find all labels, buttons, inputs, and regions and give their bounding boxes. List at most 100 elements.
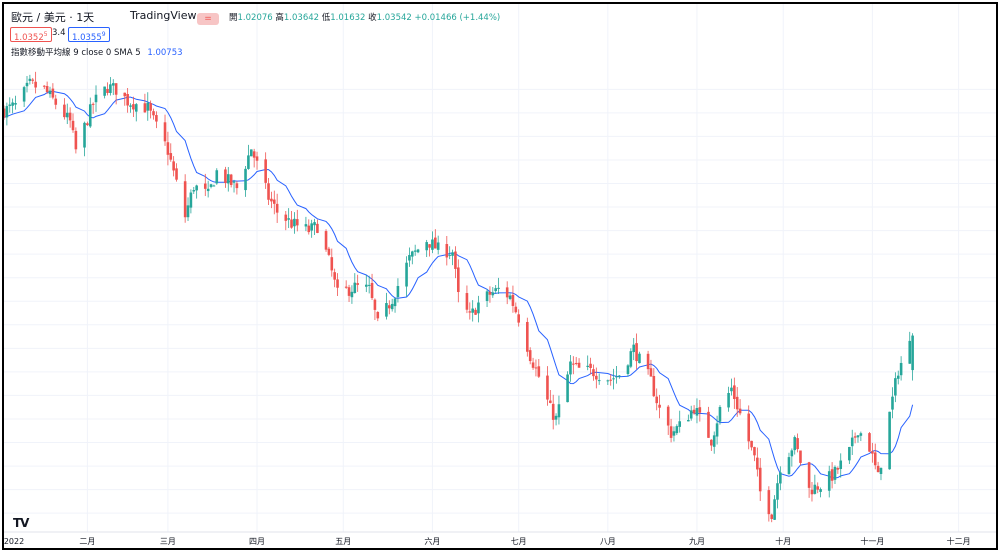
candle-down[interactable] [505, 281, 509, 305]
candle-down[interactable] [468, 302, 472, 320]
candle-up[interactable] [28, 74, 32, 85]
candle-up[interactable] [232, 179, 236, 193]
candle-up[interactable] [451, 249, 454, 266]
candle-down[interactable] [609, 374, 613, 386]
candle-down[interactable] [750, 440, 753, 451]
candle-up[interactable] [310, 219, 313, 238]
candle-down[interactable] [666, 404, 670, 435]
candle-down[interactable] [799, 450, 802, 466]
candle-up[interactable] [146, 92, 150, 121]
candle-up[interactable] [597, 373, 601, 385]
candle-up[interactable] [850, 429, 854, 455]
candle-up[interactable] [5, 102, 9, 126]
candle-down[interactable] [203, 173, 207, 197]
candles[interactable] [4, 71, 914, 523]
candle-down[interactable] [163, 114, 167, 146]
candle-up[interactable] [48, 86, 52, 98]
candle-down[interactable] [295, 209, 299, 232]
candle-up[interactable] [189, 189, 193, 214]
candle-down[interactable] [172, 156, 175, 177]
candle-down[interactable] [707, 406, 710, 438]
candlestick-chart[interactable]: 2022 二月 三月 四月 五月 六月 七月 八月 九月 十月 十一月 十二月 [4, 4, 996, 548]
candle-down[interactable] [126, 88, 129, 113]
candle-up[interactable] [672, 426, 676, 442]
candle-down[interactable] [229, 173, 233, 188]
candle-down[interactable] [54, 94, 58, 110]
candle-down[interactable] [275, 193, 279, 223]
candle-down[interactable] [871, 442, 874, 463]
candle-down[interactable] [344, 280, 348, 289]
candle-up[interactable] [94, 85, 98, 112]
candle-up[interactable] [206, 180, 210, 198]
candle-up[interactable] [212, 184, 216, 187]
candle-up[interactable] [390, 298, 394, 312]
candle-down[interactable] [4, 105, 6, 120]
candle-down[interactable] [836, 466, 840, 474]
candle-down[interactable] [474, 307, 477, 316]
candle-up[interactable] [109, 77, 112, 96]
candle-down[interactable] [166, 131, 170, 166]
candle-down[interactable] [169, 143, 173, 162]
candle-down[interactable] [551, 394, 555, 430]
candle-down[interactable] [356, 274, 359, 292]
candle-down[interactable] [267, 178, 270, 206]
candle-up[interactable] [195, 184, 198, 199]
candle-up[interactable] [209, 183, 213, 189]
candle-down[interactable] [224, 166, 227, 188]
candle-down[interactable] [74, 127, 78, 154]
candle-down[interactable] [810, 482, 814, 502]
candle-up[interactable] [833, 465, 837, 484]
candle-down[interactable] [264, 152, 267, 189]
candle-up[interactable] [353, 273, 357, 294]
candle-down[interactable] [830, 462, 834, 489]
candle-up[interactable] [827, 465, 831, 498]
candle-up[interactable] [405, 256, 408, 297]
candle-down[interactable] [658, 394, 661, 419]
candle-down[interactable] [42, 85, 46, 89]
candle-down[interactable] [255, 151, 259, 170]
candle-down[interactable] [86, 121, 89, 126]
candle-up[interactable] [508, 293, 512, 301]
candle-down[interactable] [155, 111, 158, 129]
candle-down[interactable] [758, 458, 762, 502]
candle-down[interactable] [68, 107, 72, 128]
candle-down[interactable] [738, 399, 742, 416]
candle-up[interactable] [293, 212, 296, 234]
candle-down[interactable] [434, 229, 437, 249]
candle-up[interactable] [888, 411, 891, 470]
candle-down[interactable] [316, 219, 319, 234]
candle-up[interactable] [819, 487, 822, 498]
candle-down[interactable] [290, 211, 293, 229]
candle-up[interactable] [727, 386, 730, 412]
candle-up[interactable] [911, 333, 914, 381]
candle-up[interactable] [712, 431, 716, 454]
candle-down[interactable] [807, 461, 811, 498]
candle-up[interactable] [425, 239, 428, 258]
equals-icon[interactable]: = [197, 13, 219, 25]
candle-up[interactable] [471, 300, 474, 322]
candle-down[interactable] [646, 350, 650, 375]
candle-up[interactable] [408, 247, 411, 267]
candle-up[interactable] [65, 103, 69, 125]
candle-down[interactable] [511, 285, 515, 313]
candle-up[interactable] [431, 231, 434, 254]
candle-down[interactable] [767, 486, 771, 522]
candle-down[interactable] [270, 191, 273, 209]
candle-down[interactable] [853, 432, 857, 444]
candle-up[interactable] [14, 95, 17, 110]
candle-up[interactable] [894, 372, 897, 403]
candle-up[interactable] [773, 495, 776, 520]
candle-down[interactable] [324, 229, 328, 252]
candle-down[interactable] [307, 219, 311, 235]
candle-down[interactable] [534, 359, 538, 377]
candle-down[interactable] [465, 285, 469, 314]
candle-down[interactable] [252, 148, 256, 168]
candle-down[interactable] [868, 432, 871, 452]
candle-up[interactable] [497, 277, 500, 294]
candle-down[interactable] [735, 387, 739, 417]
candle-down[interactable] [514, 302, 518, 314]
candle-down[interactable] [143, 93, 147, 113]
tradingview-logo-icon[interactable]: TV [13, 516, 30, 530]
candle-up[interactable] [11, 98, 14, 114]
candle-up[interactable] [103, 86, 106, 99]
